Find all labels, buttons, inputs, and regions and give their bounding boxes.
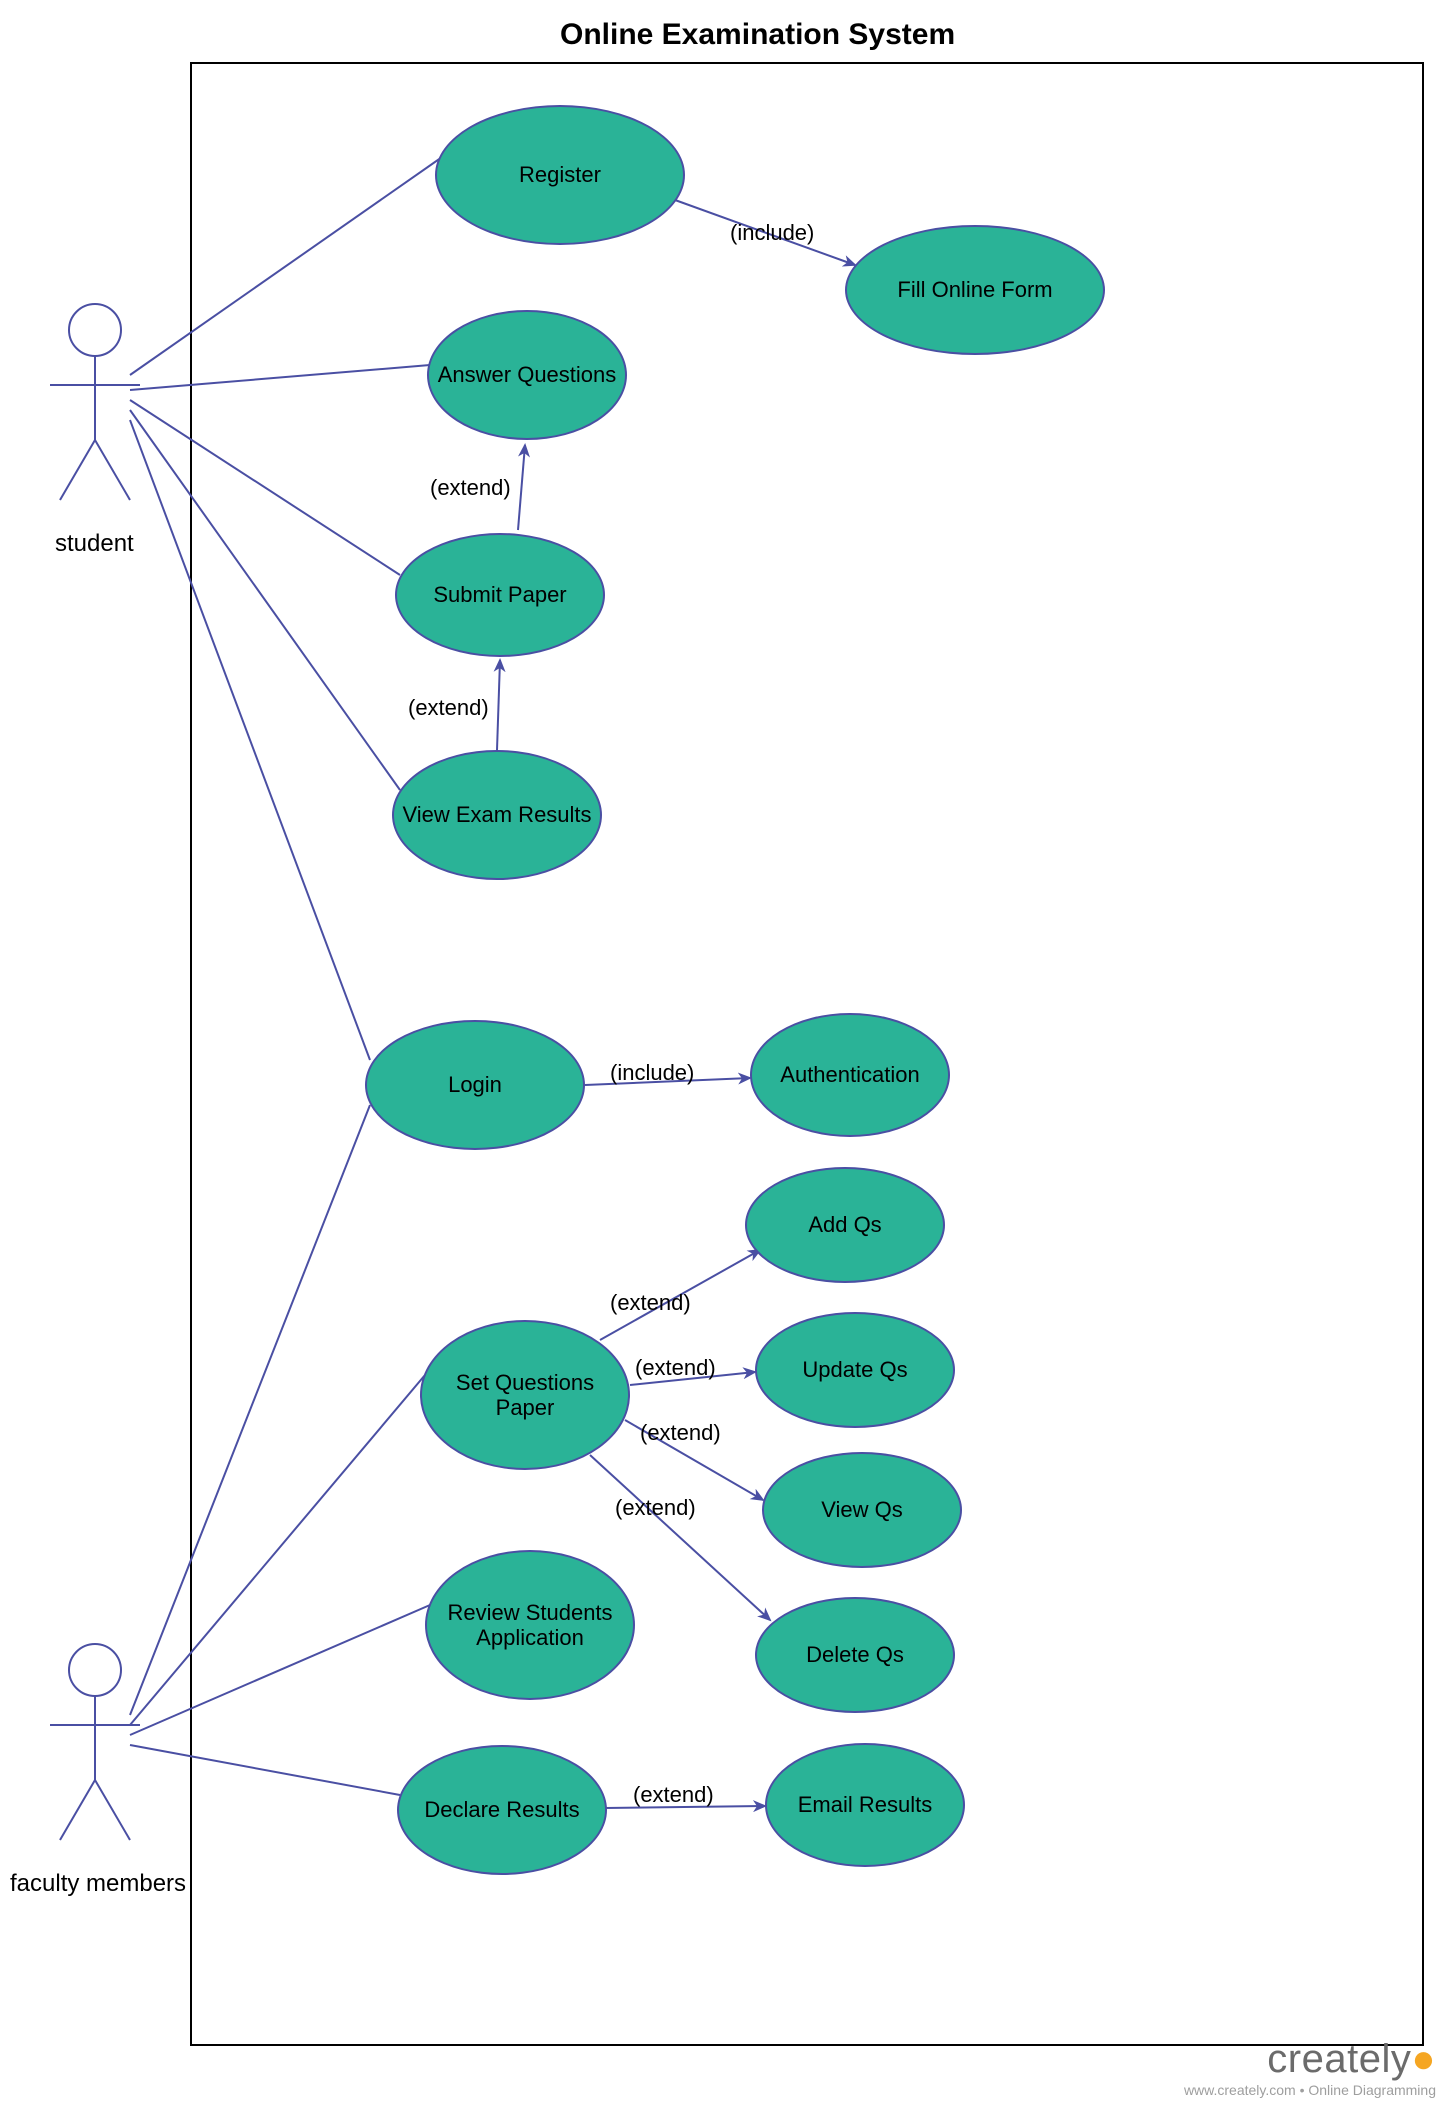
usecase-review_app: Review Students Application xyxy=(425,1550,635,1700)
usecase-fill_form: Fill Online Form xyxy=(845,225,1105,355)
usecase-label: Register xyxy=(519,162,601,187)
usecase-delete_qs: Delete Qs xyxy=(755,1597,955,1713)
actor-faculty xyxy=(50,1644,140,1840)
watermark-sub: www.creately.com • Online Diagramming xyxy=(1184,2082,1436,2098)
usecase-register: Register xyxy=(435,105,685,245)
edge-label-14: (extend) xyxy=(635,1355,716,1381)
usecase-email_res: Email Results xyxy=(765,1743,965,1867)
usecase-label: Update Qs xyxy=(802,1357,907,1382)
usecase-auth: Authentication xyxy=(750,1013,950,1137)
diagram-title: Online Examination System xyxy=(560,18,955,52)
usecase-label: Set Questions Paper xyxy=(426,1370,624,1421)
usecase-label: Login xyxy=(448,1072,502,1097)
usecase-set_qp: Set Questions Paper xyxy=(420,1320,630,1470)
watermark: creately● www.creately.com • Online Diag… xyxy=(1184,2037,1436,2098)
usecase-label: Declare Results xyxy=(424,1797,579,1822)
usecase-view_results: View Exam Results xyxy=(392,750,602,880)
edge-label-17: (extend) xyxy=(633,1782,714,1808)
usecase-label: View Qs xyxy=(821,1497,903,1522)
edge-label-15: (extend) xyxy=(640,1420,721,1446)
edge-label-13: (extend) xyxy=(610,1290,691,1316)
watermark-brand: creately● xyxy=(1184,2037,1436,2082)
usecase-label: Fill Online Form xyxy=(897,277,1052,302)
usecase-label: Review Students Application xyxy=(431,1600,629,1651)
actor-student xyxy=(50,304,140,500)
actor-label-faculty: faculty members xyxy=(10,1870,186,1898)
usecase-add_qs: Add Qs xyxy=(745,1167,945,1283)
edge-label-11: (extend) xyxy=(408,695,489,721)
usecase-label: Email Results xyxy=(798,1792,932,1817)
usecase-view_qs: View Qs xyxy=(762,1452,962,1568)
usecase-login: Login xyxy=(365,1020,585,1150)
actor-label-student: student xyxy=(55,530,134,558)
edge-label-10: (extend) xyxy=(430,475,511,501)
usecase-label: Add Qs xyxy=(808,1212,881,1237)
edge-label-16: (extend) xyxy=(615,1495,696,1521)
usecase-label: Authentication xyxy=(780,1062,919,1087)
usecase-label: View Exam Results xyxy=(402,802,591,827)
usecase-label: Answer Questions xyxy=(438,362,617,387)
edge-label-9: (include) xyxy=(730,220,814,246)
usecase-label: Delete Qs xyxy=(806,1642,904,1667)
usecase-submit_paper: Submit Paper xyxy=(395,533,605,657)
edge-label-12: (include) xyxy=(610,1060,694,1086)
usecase-update_qs: Update Qs xyxy=(755,1312,955,1428)
usecase-answer_q: Answer Questions xyxy=(427,310,627,440)
usecase-label: Submit Paper xyxy=(433,582,566,607)
usecase-declare_res: Declare Results xyxy=(397,1745,607,1875)
